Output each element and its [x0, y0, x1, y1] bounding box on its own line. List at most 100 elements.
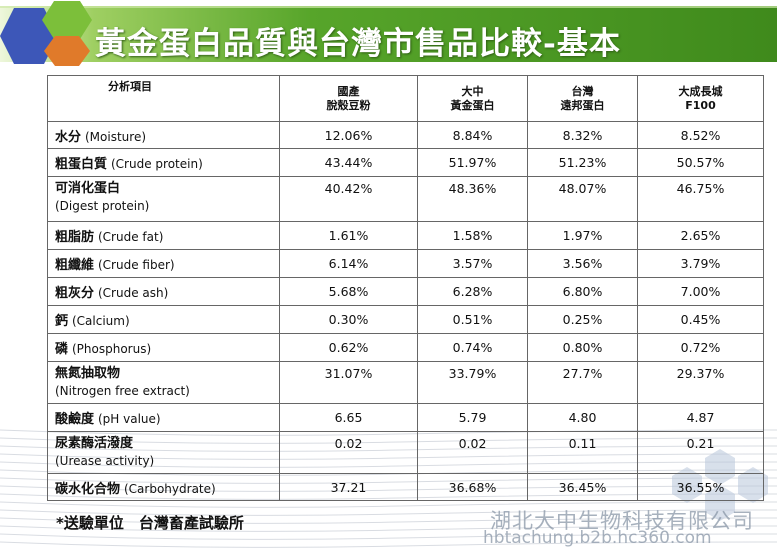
row-label-zh: 鈣: [55, 314, 69, 329]
table-cell: 48.36%: [417, 176, 528, 222]
row-label: 鈣 (Calcium): [47, 305, 280, 334]
row-label-zh: 粗蛋白質: [55, 157, 108, 172]
column-header-line1: 國產: [337, 84, 360, 98]
table-row: 粗脂肪 (Crude fat) 1.61% 1.58% 1.97% 2.65%: [47, 221, 764, 250]
row-label: 尿素酶活潑度 (Urease activity): [47, 431, 280, 474]
column-header: 大中 黃金蛋白: [417, 75, 528, 122]
column-header-line1: 大成長城: [678, 84, 723, 98]
row-label-en: (Digest protein): [55, 199, 150, 213]
table-cell: 3.56%: [527, 249, 638, 278]
row-label-en: (Crude fiber): [98, 258, 175, 272]
table-header-row: 分析項目 國產 脫殼豆粉 大中 黃金蛋白 台灣 遠邦蛋白 大成長城 F100: [47, 75, 764, 122]
table-cell: 0.02: [279, 431, 418, 474]
row-label-zh: 粗脂肪: [55, 230, 95, 245]
table-cell: 0.25%: [527, 305, 638, 334]
row-label: 碳水化合物 (Carbohydrate): [47, 473, 280, 501]
table-cell: 40.42%: [279, 176, 418, 222]
table-cell: 37.21: [279, 473, 418, 501]
page-title: 黃金蛋白品質與台灣市售品比較-基本: [95, 26, 621, 62]
row-label-en: (Phosphorus): [72, 342, 152, 356]
table-cell: 0.21: [637, 431, 764, 474]
table-cell: 1.61%: [279, 221, 418, 250]
table-cell: 0.02: [417, 431, 528, 474]
table-cell: 46.75%: [637, 176, 764, 222]
row-label-zh: 粗纖維: [55, 258, 95, 273]
table-cell: 36.45%: [527, 473, 638, 501]
table-cell: 0.80%: [527, 333, 638, 362]
column-header-line2: 黃金蛋白: [450, 98, 495, 112]
table-cell: 8.32%: [527, 121, 638, 149]
table-cell: 5.79: [417, 403, 528, 432]
row-label-zh: 尿素酶活潑度: [55, 436, 134, 451]
table-cell: 0.45%: [637, 305, 764, 334]
table-row: 水分 (Moisture) 12.06% 8.84% 8.32% 8.52%: [47, 121, 764, 149]
row-label-en: (Urease activity): [55, 454, 155, 468]
banner-background: [0, 6, 777, 62]
table-cell: 0.62%: [279, 333, 418, 362]
table-cell: 31.07%: [279, 361, 418, 404]
table-cell: 36.68%: [417, 473, 528, 501]
table-row: 無氮抽取物 (Nitrogen free extract) 31.07% 33.7…: [47, 361, 764, 404]
column-header-line2: F100: [685, 98, 716, 112]
row-label: 粗灰分 (Crude ash): [47, 277, 280, 306]
table-row: 鈣 (Calcium) 0.30% 0.51% 0.25% 0.45%: [47, 305, 764, 334]
table-cell: 5.68%: [279, 277, 418, 306]
row-label: 磷 (Phosphorus): [47, 333, 280, 362]
row-label-en: (pH value): [98, 412, 161, 426]
table-row: 酸鹼度 (pH value) 6.65 5.79 4.80 4.87: [47, 403, 764, 432]
table-row: 尿素酶活潑度 (Urease activity) 0.02 0.02 0.11 0…: [47, 431, 764, 474]
row-label: 水分 (Moisture): [47, 121, 280, 149]
watermark-url: hbtachung.b2b.hc360.com: [483, 528, 712, 548]
column-header-line1: 台灣: [571, 84, 594, 98]
table-row: 粗灰分 (Crude ash) 5.68% 6.28% 6.80% 7.00%: [47, 277, 764, 306]
row-label: 粗纖維 (Crude fiber): [47, 249, 280, 278]
table-cell: 33.79%: [417, 361, 528, 404]
table-cell: 0.11: [527, 431, 638, 474]
column-header: 台灣 遠邦蛋白: [527, 75, 638, 122]
row-label-en: (Crude ash): [98, 286, 169, 300]
row-label: 酸鹼度 (pH value): [47, 403, 280, 432]
table-cell: 0.74%: [417, 333, 528, 362]
table-cell: 0.30%: [279, 305, 418, 334]
row-label-zh: 無氮抽取物: [55, 366, 121, 381]
column-header-line2: 遠邦蛋白: [560, 98, 605, 112]
table-cell: 2.65%: [637, 221, 764, 250]
footnote: *送驗單位 台灣畜產試驗所: [56, 514, 244, 532]
table-cell: 3.57%: [417, 249, 528, 278]
table-cell: 43.44%: [279, 148, 418, 177]
table-row: 碳水化合物 (Carbohydrate) 37.21 36.68% 36.45%…: [47, 473, 764, 501]
row-label-zh: 碳水化合物: [55, 481, 121, 497]
row-label: 可消化蛋白 (Digest protein): [47, 176, 280, 222]
row-label-zh: 酸鹼度: [55, 412, 95, 427]
row-label-en: (Calcium): [72, 314, 130, 328]
column-header-line1: 大中: [461, 84, 484, 98]
table-cell: 51.97%: [417, 148, 528, 177]
table-cell: 12.06%: [279, 121, 418, 149]
row-label: 粗蛋白質 (Crude protein): [47, 148, 280, 177]
table-cell: 6.65: [279, 403, 418, 432]
table-row: 可消化蛋白 (Digest protein) 40.42% 48.36% 48.0…: [47, 176, 764, 222]
row-label-en: (Crude protein): [111, 157, 203, 171]
orange-hexagon-icon: [44, 36, 90, 66]
row-label-en: (Nitrogen free extract): [55, 384, 190, 398]
table-row: 粗蛋白質 (Crude protein) 43.44% 51.97% 51.23…: [47, 148, 764, 177]
row-label: 無氮抽取物 (Nitrogen free extract): [47, 361, 280, 404]
table-cell: 51.23%: [527, 148, 638, 177]
table-cell: 6.14%: [279, 249, 418, 278]
comparison-table: 分析項目 國產 脫殼豆粉 大中 黃金蛋白 台灣 遠邦蛋白 大成長城 F100 水分 (M…: [47, 75, 764, 501]
table-cell: 27.7%: [527, 361, 638, 404]
table-cell: 6.80%: [527, 277, 638, 306]
corner-header: 分析項目: [47, 75, 280, 122]
table-cell: 6.28%: [417, 277, 528, 306]
column-header-line2: 脫殼豆粉: [326, 98, 371, 112]
green-hexagon-icon: [42, 1, 92, 39]
table-cell: 29.37%: [637, 361, 764, 404]
column-header: 國產 脫殼豆粉: [279, 75, 418, 122]
header-banner: 黃金蛋白品質與台灣市售品比較-基本: [0, 0, 777, 66]
table-cell: 7.00%: [637, 277, 764, 306]
table-cell: 1.97%: [527, 221, 638, 250]
table-cell: 0.51%: [417, 305, 528, 334]
table-row: 粗纖維 (Crude fiber) 6.14% 3.57% 3.56% 3.79…: [47, 249, 764, 278]
table-cell: 8.84%: [417, 121, 528, 149]
watermark-company: 湖北大中生物科技有限公司: [490, 509, 754, 533]
